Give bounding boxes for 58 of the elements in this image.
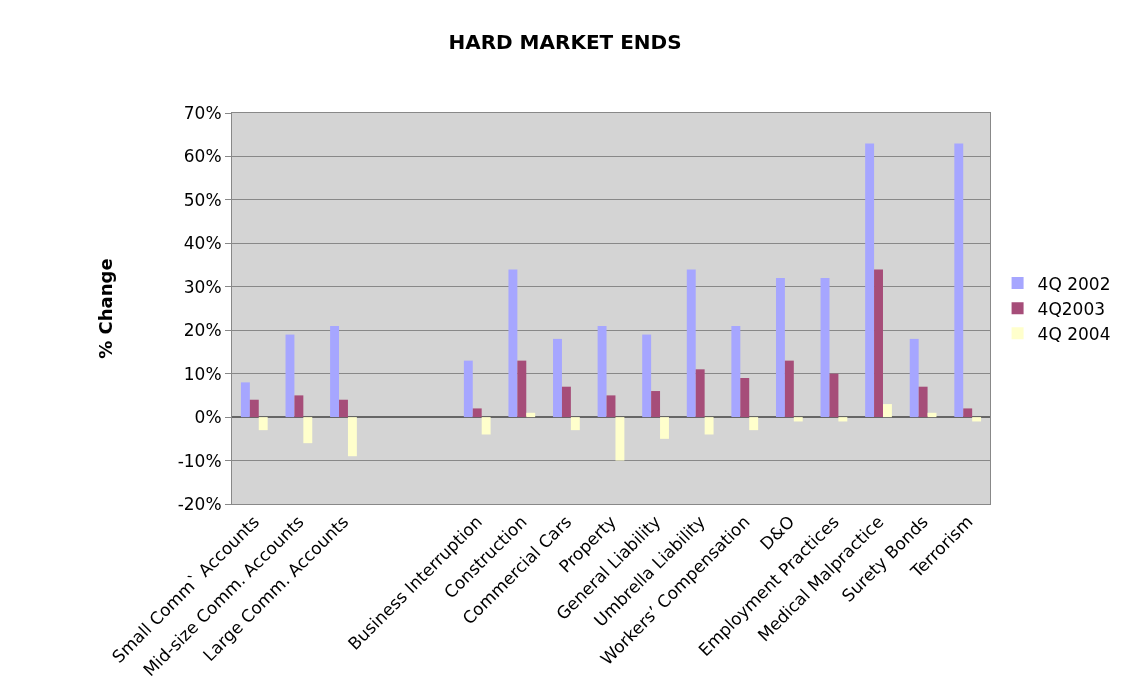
bar — [874, 269, 883, 418]
bar — [561, 386, 571, 418]
bar — [954, 143, 964, 418]
bar — [820, 278, 830, 418]
legend-label: 4Q2003 — [1037, 298, 1106, 319]
bar — [660, 417, 669, 439]
bar — [642, 334, 652, 418]
y-tick-label: -10% — [177, 450, 222, 471]
bar — [570, 417, 580, 431]
y-tick-label: -20% — [177, 493, 222, 514]
bar — [740, 378, 750, 418]
bar — [749, 417, 759, 431]
bar — [651, 391, 661, 418]
bar — [731, 325, 741, 418]
bar — [695, 369, 705, 418]
legend-label: 4Q 2002 — [1037, 273, 1111, 294]
bar — [615, 417, 625, 461]
y-tick-label: 40% — [183, 233, 222, 254]
bar — [972, 417, 982, 422]
bar — [481, 417, 491, 435]
y-tick-label: 0% — [194, 407, 222, 428]
y-tick-label: 60% — [183, 146, 222, 167]
chart-title: HARD MARKET ENDS — [448, 29, 682, 54]
bar — [472, 408, 482, 418]
bar — [463, 360, 473, 418]
bar — [240, 382, 250, 418]
bar — [686, 269, 696, 418]
bar — [963, 408, 973, 418]
bar — [918, 386, 928, 418]
y-tick-label: 50% — [183, 189, 222, 210]
bar — [294, 395, 304, 418]
bar — [784, 360, 794, 418]
bar — [865, 143, 875, 418]
bar — [303, 417, 313, 444]
bar — [330, 325, 340, 418]
bar — [775, 278, 785, 418]
y-tick-label: 70% — [183, 102, 222, 123]
bar — [517, 360, 527, 418]
bar — [347, 417, 357, 457]
bar — [508, 269, 518, 418]
y-tick-label: 10% — [183, 363, 222, 384]
bar — [553, 338, 562, 418]
bar — [838, 417, 848, 422]
y-axis-title: % Change — [94, 258, 116, 359]
bar — [882, 404, 892, 418]
bar — [339, 399, 348, 418]
bar — [249, 399, 259, 418]
bar — [606, 395, 616, 418]
y-tick-label: 30% — [183, 276, 222, 297]
legend-label: 4Q 2004 — [1037, 323, 1111, 344]
bar — [258, 417, 268, 431]
bar — [704, 417, 714, 435]
bar — [793, 417, 803, 422]
bar — [909, 338, 919, 418]
y-tick-label: 20% — [183, 320, 222, 341]
bar — [597, 325, 607, 418]
bar — [526, 412, 536, 418]
bar — [829, 373, 839, 418]
